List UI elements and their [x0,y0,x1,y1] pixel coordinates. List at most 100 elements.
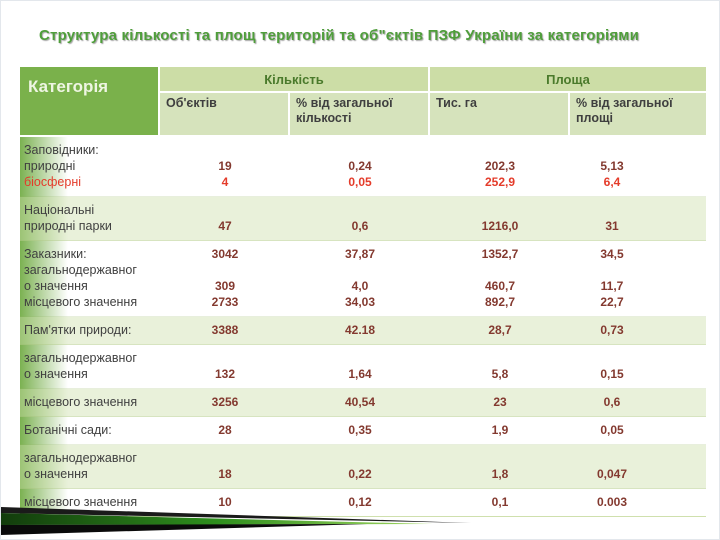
value-cell [160,450,290,466]
table-line: Ботанічні сади: 28 0,35 1,9 0,05 [20,422,706,438]
value-cell: 6,4 [603,175,621,189]
value-cell: 0,73 [600,323,624,337]
value-cell [430,262,570,278]
value-cell: 0,05 [348,175,372,189]
category-column-gradient [20,137,68,516]
value-cell: 47 [218,219,232,233]
header-col-objects: Об'єктів [160,93,290,135]
header-quantity-group: Кількість [160,67,430,93]
table-row-group: Заказники: 3042 37,87 1352,7 34,5 загальнодер… [20,241,706,317]
value-cell: 1,8 [491,467,509,481]
header-area-group: Площа [430,67,706,93]
value-cell: 252,9 [484,175,516,189]
table-row-group: Заповідники: природні 19 0,24 202,3 5,13 біосф… [20,137,706,197]
header-col-percent-of-area: % від загальної площі [570,93,706,135]
table-line: загальнодержавног [20,450,706,466]
category-cell: біосферні [24,175,82,189]
value-cell: 202,3 [484,159,516,173]
value-cell: 0,1 [491,495,509,509]
category-cell: о значення [24,467,88,481]
value-cell [430,202,570,218]
value-cell: 892,7 [484,295,516,309]
value-cell: 4,0 [351,279,369,293]
value-cell: 1352,7 [481,247,519,261]
value-cell [160,142,290,158]
value-cell: 2733 [211,295,239,309]
value-cell: 28,7 [488,323,512,337]
value-cell: 0,22 [348,467,372,481]
category-cell: о значення [24,367,88,381]
value-cell [290,202,430,218]
category-cell: о значення [24,279,88,293]
value-cell [570,450,706,466]
value-cell: 0,35 [348,423,372,437]
value-cell: 0,05 [600,423,624,437]
value-cell: 1,9 [491,423,509,437]
category-cell: Заповідники: [24,143,99,157]
value-cell [570,262,706,278]
table-line: Пам'ятки природи: 3388 42.18 28,7 0,73 [20,322,706,338]
category-cell: природні парки [24,219,112,233]
table-row-group: загальнодержавног о значення 132 1,64 5,8 0,1… [20,345,706,389]
table-row-group: місцевого значення 10 0,12 0,1 0.003 [20,489,706,516]
decorative-corner-graphic [1,507,471,535]
value-cell: 1,64 [348,367,372,381]
value-cell: 34,5 [600,247,624,261]
value-cell [430,142,570,158]
table-row-group: Пам'ятки природи: 3388 42.18 28,7 0,73 [20,317,706,345]
table-line: Національні [20,202,706,218]
value-cell [430,450,570,466]
table-line: о значення 309 4,0 460,7 11,7 [20,278,706,294]
category-cell: місцевого значення [24,295,138,309]
value-cell [570,142,706,158]
value-cell: 3042 [211,247,239,261]
header-category-cell: Категорія [20,67,160,135]
table-line: о значення 132 1,64 5,8 0,15 [20,366,706,382]
value-cell: 40,54 [344,395,376,409]
table-line: біосферні 4 0,05 252,9 6,4 [20,174,706,190]
value-cell: 1216,0 [481,219,519,233]
value-cell: 0,12 [348,495,372,509]
category-cell: загальнодержавног [24,451,137,465]
value-cell: 23 [493,395,507,409]
table-line: природні парки 47 0,6 1216,0 31 [20,218,706,234]
header-group-row: Кількість Площа [160,67,706,93]
value-cell [430,350,570,366]
value-cell: 10 [218,495,232,509]
value-cell [160,262,290,278]
value-cell: 19 [218,159,232,173]
value-cell: 18 [218,467,232,481]
value-cell: 0,6 [351,219,369,233]
slide-title: Структура кількості та площ територій та… [39,27,640,44]
value-cell: 3256 [211,395,239,409]
value-cell [160,350,290,366]
header-col-percent-of-quantity: % від загальної кількості [290,93,430,135]
value-cell: 22,7 [600,295,624,309]
value-cell: 309 [214,279,236,293]
table-header: Категорія Кількість Площа Об'єктів% від … [20,67,706,135]
table-line: місцевого значення 3256 40,54 23 0,6 [20,394,706,410]
value-cell [290,142,430,158]
value-cell: 460,7 [484,279,516,293]
value-cell: 3388 [211,323,239,337]
table-header-right: Кількість Площа Об'єктів% від загальної … [160,67,706,135]
value-cell: 0,15 [600,367,624,381]
table-row-group: загальнодержавног о значення 18 0,22 1,8 0,04… [20,445,706,489]
value-cell: 28 [218,423,232,437]
header-sub-row: Об'єктів% від загальної кількості Тис. га… [160,93,706,135]
header-col-thousand-ha: Тис. га [430,93,570,135]
table-line: місцевого значення 2733 34,03 892,7 22,7 [20,294,706,310]
category-cell: загальнодержавног [24,263,137,277]
value-cell: 42.18 [344,323,376,337]
value-cell: 0,047 [596,467,628,481]
value-cell: 11,7 [600,279,624,293]
pzf-table: Категорія Кількість Площа Об'єктів% від … [20,67,706,517]
category-cell: природні [24,159,76,173]
table-line: о значення 18 0,22 1,8 0,047 [20,466,706,482]
table-line: місцевого значення 10 0,12 0,1 0.003 [20,494,706,510]
value-cell [290,350,430,366]
table-row-group: Ботанічні сади: 28 0,35 1,9 0,05 [20,417,706,445]
category-cell: Ботанічні сади: [24,423,112,437]
table-line: загальнодержавног [20,262,706,278]
